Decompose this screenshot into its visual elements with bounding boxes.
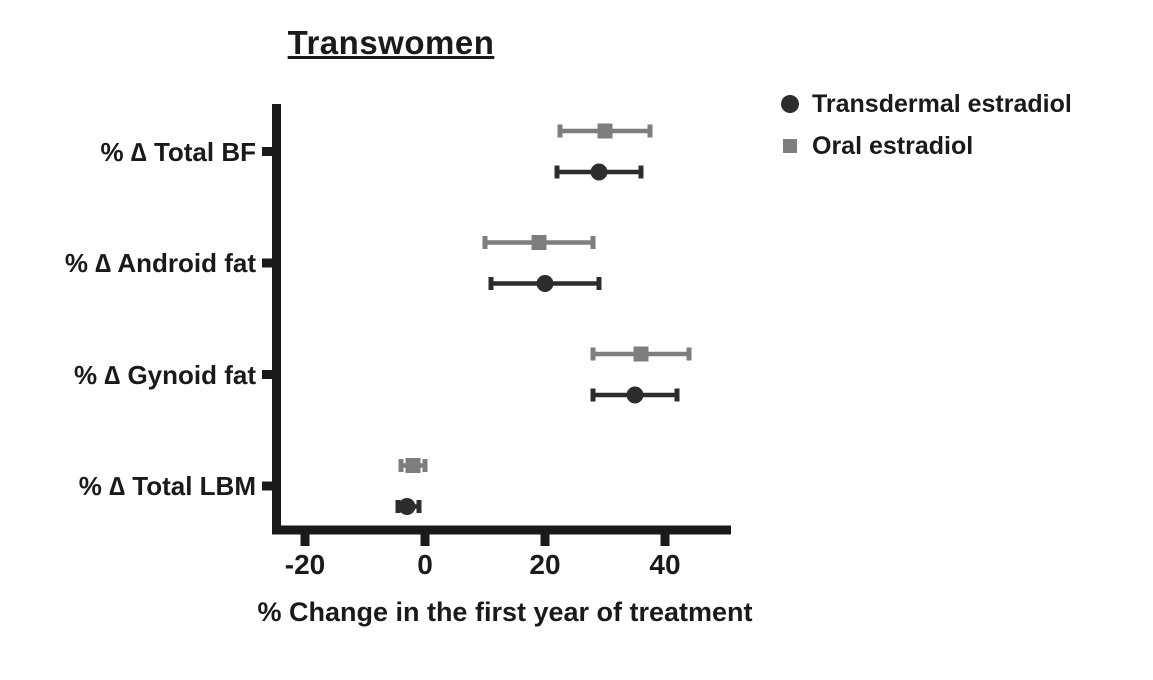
square-marker [633, 346, 649, 362]
x-tick-label: 20 [529, 549, 560, 580]
legend: Transdermal estradiol Oral estradiol [781, 87, 1072, 171]
square-marker [405, 458, 421, 473]
data-point-group [590, 346, 692, 362]
category-label: % ∆ Total LBM [78, 471, 256, 501]
square-marker [597, 123, 613, 139]
circle-marker [536, 275, 554, 292]
x-tick-label: 40 [649, 549, 680, 580]
data-point-group [557, 123, 653, 139]
chart-title: Transwomen [287, 24, 495, 61]
legend-item-transdermal: Transdermal estradiol [781, 87, 1072, 121]
circle-marker [626, 386, 644, 404]
category-labels: % ∆ Total BF % ∆ Android fat % ∆ Gynoid fa… [0, 0, 256, 680]
x-tick-label: 0 [417, 549, 433, 580]
legend-label: Oral estradiol [812, 131, 974, 160]
category-label: % ∆ Android fat [64, 248, 256, 278]
data-point-group [482, 235, 596, 250]
data-point-group [488, 275, 602, 292]
category-label: % ∆ Total BF [100, 136, 256, 167]
legend-label: Transdermal estradiol [812, 89, 1072, 118]
circle-marker [590, 163, 608, 181]
legend-item-oral: Oral estradiol [781, 129, 1072, 163]
circle-marker [398, 498, 416, 515]
data-point-group [395, 498, 422, 515]
data-point-group [554, 163, 644, 181]
circle-marker-icon [781, 95, 799, 113]
data-point-group [398, 458, 428, 473]
x-axis-label: % Change in the first year of treatment [257, 597, 753, 627]
category-label: % ∆ Gynoid fat [73, 359, 256, 390]
x-tick-label: -20 [285, 549, 325, 580]
data-point-group [590, 386, 680, 404]
axis-ticks: -20 0 20 40 [262, 147, 681, 580]
square-marker-icon [783, 139, 797, 153]
square-marker [531, 235, 547, 250]
data-points-layer [395, 123, 692, 515]
